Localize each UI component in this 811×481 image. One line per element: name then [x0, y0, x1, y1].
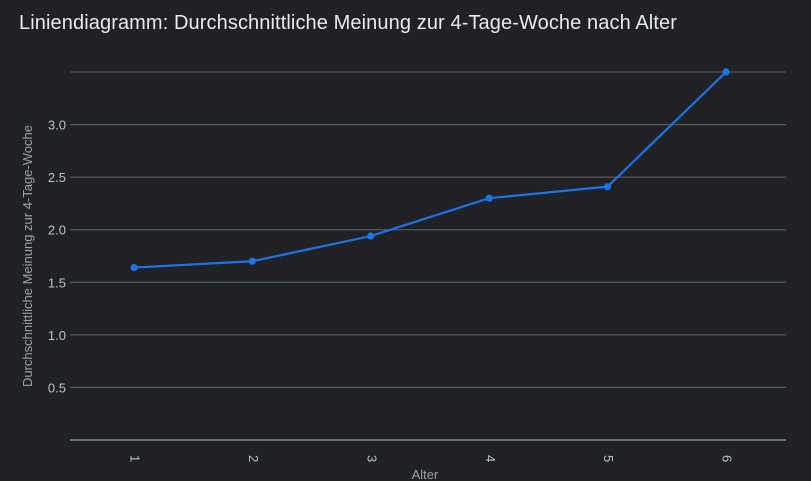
y-tick-label: 2.5: [48, 170, 66, 185]
x-tick-label: 3: [364, 455, 379, 462]
y-tick-label: 1.0: [48, 328, 66, 343]
x-tick-label: 5: [601, 455, 616, 462]
data-point: [722, 68, 730, 76]
y-tick-label: 2.0: [48, 223, 66, 238]
series-line: [133, 71, 727, 269]
y-tick-label: 0.5: [48, 380, 66, 395]
y-axis-label: Durchschnittliche Meinung zur 4-Tage-Woc…: [20, 125, 35, 387]
data-point: [248, 257, 256, 265]
y-axis-ticks: 0.5 1.0 1.5 2.0 2.5 3.0: [48, 118, 66, 396]
x-axis-label: Alter: [412, 467, 439, 481]
gridlines: [70, 71, 786, 441]
y-tick-label: 1.5: [48, 275, 66, 290]
data-point: [130, 263, 138, 272]
data-point: [604, 183, 612, 191]
data-point: [367, 232, 375, 240]
x-tick-label: 2: [246, 455, 261, 462]
x-tick-label: 6: [720, 455, 735, 462]
x-tick-label: 4: [483, 455, 498, 462]
x-tick-label: 1: [128, 455, 143, 462]
y-tick-label: 3.0: [48, 118, 66, 133]
series-group: [130, 68, 730, 272]
data-point: [485, 194, 493, 202]
x-axis-ticks: 1 2 3 4 5 6: [128, 455, 735, 462]
chart-title: Liniendiagramm: Durchschnittliche Meinun…: [19, 12, 677, 34]
